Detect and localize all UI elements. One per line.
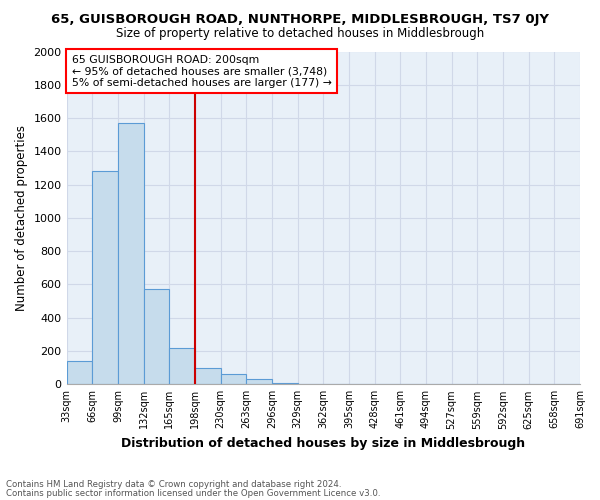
Bar xyxy=(221,374,246,384)
Y-axis label: Number of detached properties: Number of detached properties xyxy=(15,125,28,311)
X-axis label: Distribution of detached houses by size in Middlesbrough: Distribution of detached houses by size … xyxy=(121,437,526,450)
Bar xyxy=(246,380,272,384)
Bar xyxy=(169,348,195,385)
Bar xyxy=(92,172,118,384)
Text: 65, GUISBOROUGH ROAD, NUNTHORPE, MIDDLESBROUGH, TS7 0JY: 65, GUISBOROUGH ROAD, NUNTHORPE, MIDDLES… xyxy=(51,12,549,26)
Text: Contains public sector information licensed under the Open Government Licence v3: Contains public sector information licen… xyxy=(6,488,380,498)
Text: Size of property relative to detached houses in Middlesbrough: Size of property relative to detached ho… xyxy=(116,28,484,40)
Bar xyxy=(67,361,92,384)
Bar xyxy=(118,123,143,384)
Bar xyxy=(195,368,221,384)
Text: 65 GUISBOROUGH ROAD: 200sqm
← 95% of detached houses are smaller (3,748)
5% of s: 65 GUISBOROUGH ROAD: 200sqm ← 95% of det… xyxy=(71,55,332,88)
Bar xyxy=(272,382,298,384)
Bar xyxy=(143,288,169,384)
Text: Contains HM Land Registry data © Crown copyright and database right 2024.: Contains HM Land Registry data © Crown c… xyxy=(6,480,341,489)
